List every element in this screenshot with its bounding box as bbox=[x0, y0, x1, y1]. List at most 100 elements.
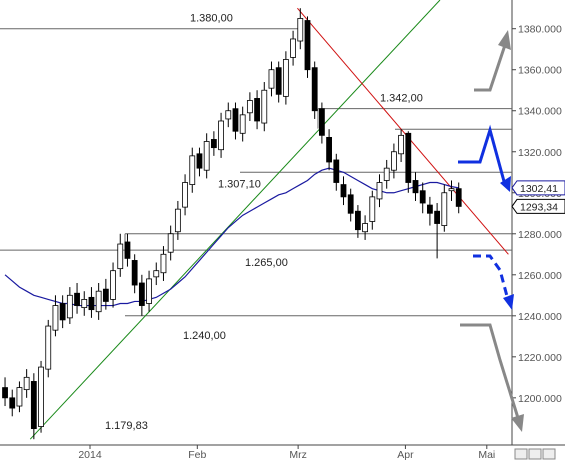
close-price-label-box bbox=[511, 198, 565, 214]
y-tick-label: 1220.000 bbox=[518, 352, 562, 364]
level-label: 1.265,00 bbox=[245, 257, 288, 269]
candle-body bbox=[362, 223, 368, 233]
level-label: 1.307,10 bbox=[218, 178, 261, 190]
gray-arrow-up bbox=[474, 44, 507, 92]
x-tick-label: Apr bbox=[397, 449, 414, 461]
candle-body bbox=[167, 233, 174, 253]
candle-body bbox=[290, 38, 296, 58]
candle-body bbox=[412, 180, 419, 194]
candle-body bbox=[52, 305, 59, 331]
candle-body bbox=[16, 387, 23, 407]
candle-body bbox=[376, 182, 383, 200]
plot bbox=[0, 0, 512, 440]
candle-body bbox=[66, 294, 73, 319]
candle-body bbox=[340, 184, 347, 198]
blue-arrow bbox=[458, 124, 507, 186]
candle-body bbox=[110, 270, 116, 300]
candle-body bbox=[182, 182, 188, 208]
x-tick-label: Mrz bbox=[289, 449, 307, 461]
scroll-right[interactable] bbox=[542, 448, 556, 460]
candle-body bbox=[124, 241, 131, 259]
candle-body bbox=[59, 303, 66, 321]
low-label: 1.179,83 bbox=[105, 420, 148, 432]
candle-body bbox=[275, 67, 282, 95]
x-tick-label: Feb bbox=[188, 449, 206, 461]
candle-body bbox=[282, 59, 289, 97]
candle-body bbox=[254, 98, 260, 122]
candle-body bbox=[23, 376, 30, 391]
ma-price-label-box bbox=[511, 180, 565, 196]
candle-body bbox=[189, 155, 196, 185]
candle-body bbox=[146, 278, 152, 304]
candle-body bbox=[354, 210, 361, 231]
candle-body bbox=[74, 292, 80, 306]
candle-body bbox=[102, 288, 109, 302]
candle-body bbox=[398, 134, 405, 155]
candle-body bbox=[318, 108, 325, 136]
candle-body bbox=[88, 296, 95, 311]
y-tick-label: 1380.000 bbox=[518, 24, 562, 36]
annotation-arrows bbox=[458, 30, 524, 432]
candle-body bbox=[210, 139, 217, 149]
candle-body bbox=[427, 204, 433, 214]
candle-body bbox=[441, 192, 448, 226]
candle-body bbox=[117, 243, 124, 270]
candle-body bbox=[419, 190, 426, 204]
candle-body bbox=[239, 114, 246, 134]
candle-body bbox=[218, 120, 224, 151]
level-label: 1.342,00 bbox=[380, 93, 423, 105]
candle-body bbox=[196, 153, 203, 169]
y-tick-label: 1320.000 bbox=[518, 147, 562, 159]
candle-body bbox=[391, 151, 397, 171]
level-label: 1.380,00 bbox=[190, 13, 233, 25]
candle-body bbox=[38, 366, 44, 427]
close-price-label: 1293,34 bbox=[520, 201, 558, 213]
zoom[interactable] bbox=[528, 448, 542, 460]
blue-dashed-arrowhead bbox=[503, 294, 514, 310]
x-tick-label: Mai bbox=[478, 449, 495, 461]
candle-body bbox=[153, 270, 160, 278]
blue-arrowhead bbox=[500, 176, 511, 192]
x-tick-label: 2014 bbox=[78, 449, 102, 461]
y-tick-label: 1340.000 bbox=[518, 106, 562, 118]
gray-arrowhead-up bbox=[498, 30, 511, 50]
candle-body bbox=[455, 188, 462, 207]
candle-body bbox=[347, 194, 354, 214]
candle-body bbox=[333, 159, 340, 183]
candle-body bbox=[225, 110, 232, 120]
ma-price-label: 1302,41 bbox=[520, 183, 558, 195]
candle-body bbox=[297, 18, 304, 42]
candle-body bbox=[246, 100, 253, 114]
trend-line bbox=[29, 0, 441, 440]
candle-body bbox=[448, 188, 455, 192]
scroll-buttons bbox=[514, 448, 556, 460]
scroll-left[interactable] bbox=[514, 448, 528, 460]
candle-body bbox=[434, 210, 441, 224]
y-tick-label: 1200.000 bbox=[518, 393, 562, 405]
gray-arrow-down bbox=[460, 323, 520, 419]
gray-arrowhead-down bbox=[511, 414, 524, 432]
candle-body bbox=[30, 381, 37, 429]
y-tick-label: 1260.000 bbox=[518, 270, 562, 282]
candle-body bbox=[203, 141, 210, 171]
candle-body bbox=[261, 89, 268, 124]
level-label: 1.240,00 bbox=[183, 330, 226, 342]
candle-body bbox=[2, 387, 8, 399]
y-tick-label: 1240.000 bbox=[518, 311, 562, 323]
candle-body bbox=[131, 260, 138, 286]
candle-body bbox=[383, 167, 390, 181]
y-tick-label: 1360.000 bbox=[518, 65, 562, 77]
trend-line bbox=[297, 7, 509, 255]
y-tick-label: 1280.000 bbox=[518, 229, 562, 241]
candle-body bbox=[326, 136, 332, 163]
candle-body bbox=[9, 397, 16, 409]
candle-body bbox=[174, 208, 181, 233]
candle-body bbox=[95, 290, 102, 313]
candle-body bbox=[369, 196, 376, 222]
candle-body bbox=[81, 299, 88, 309]
candle-body bbox=[232, 108, 239, 132]
candle-body bbox=[405, 132, 412, 183]
